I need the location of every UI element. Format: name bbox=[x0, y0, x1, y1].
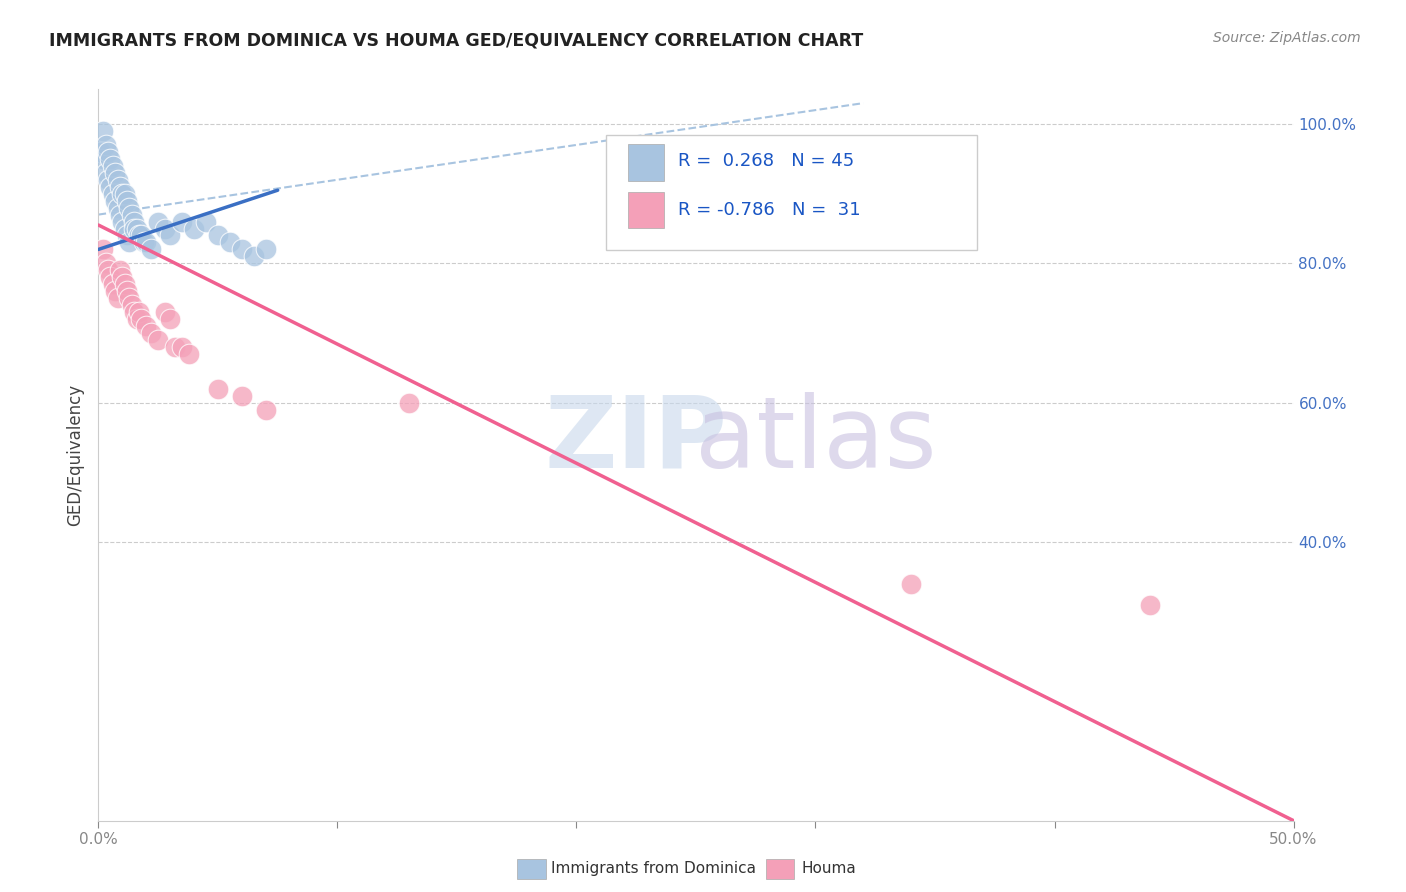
Text: Immigrants from Dominica: Immigrants from Dominica bbox=[551, 862, 756, 876]
Point bbox=[231, 243, 253, 257]
Point bbox=[128, 305, 150, 319]
Text: R =  0.268   N = 45: R = 0.268 N = 45 bbox=[678, 152, 855, 169]
Point bbox=[125, 221, 148, 235]
Point bbox=[135, 235, 157, 250]
Point bbox=[101, 277, 124, 292]
Point bbox=[91, 152, 114, 166]
Point bbox=[131, 312, 153, 326]
Point bbox=[231, 389, 253, 403]
Point bbox=[98, 270, 122, 285]
Point bbox=[115, 228, 138, 243]
Point bbox=[104, 166, 127, 180]
FancyBboxPatch shape bbox=[606, 135, 977, 250]
Point bbox=[115, 194, 138, 208]
Point bbox=[98, 152, 122, 166]
Point bbox=[101, 159, 124, 173]
Text: ZIP: ZIP bbox=[544, 392, 728, 489]
Point bbox=[195, 214, 218, 228]
Point bbox=[90, 145, 112, 159]
Point bbox=[155, 305, 177, 319]
Point bbox=[94, 166, 117, 180]
Point bbox=[124, 305, 146, 319]
Point bbox=[172, 340, 194, 354]
Point bbox=[172, 214, 194, 228]
Point bbox=[108, 208, 131, 222]
Point bbox=[114, 277, 136, 292]
Point bbox=[111, 214, 134, 228]
Point bbox=[114, 221, 136, 235]
Point bbox=[159, 228, 181, 243]
Point bbox=[94, 256, 117, 270]
Point bbox=[207, 382, 229, 396]
Point bbox=[254, 402, 277, 417]
Point bbox=[118, 201, 141, 215]
Point bbox=[98, 179, 122, 194]
Point bbox=[207, 228, 229, 243]
Point bbox=[148, 333, 170, 347]
Point bbox=[128, 228, 150, 243]
Point bbox=[124, 214, 146, 228]
Point bbox=[114, 186, 136, 201]
Bar bbox=[628, 192, 664, 228]
Point bbox=[121, 298, 143, 312]
Point bbox=[121, 208, 143, 222]
Point bbox=[108, 263, 131, 277]
Point bbox=[1139, 598, 1161, 612]
Point bbox=[900, 576, 922, 591]
Point bbox=[91, 243, 114, 257]
Point bbox=[125, 312, 148, 326]
Point bbox=[97, 145, 120, 159]
Bar bbox=[628, 144, 664, 180]
Point bbox=[107, 291, 129, 305]
Point bbox=[115, 284, 138, 298]
Point bbox=[104, 284, 127, 298]
Point bbox=[132, 235, 155, 250]
Point bbox=[243, 249, 266, 263]
Point bbox=[107, 173, 129, 187]
Point bbox=[183, 221, 205, 235]
Point bbox=[97, 173, 120, 187]
Point bbox=[111, 270, 134, 285]
Point bbox=[124, 221, 146, 235]
Point bbox=[155, 221, 177, 235]
Point bbox=[108, 179, 131, 194]
Point bbox=[139, 243, 162, 257]
Point bbox=[179, 347, 201, 361]
Point bbox=[163, 340, 186, 354]
Point bbox=[148, 214, 170, 228]
Point bbox=[94, 137, 117, 152]
Point bbox=[159, 312, 181, 326]
Point bbox=[97, 263, 120, 277]
Point bbox=[398, 395, 420, 409]
Point bbox=[139, 326, 162, 340]
Point bbox=[131, 228, 153, 243]
Y-axis label: GED/Equivalency: GED/Equivalency bbox=[66, 384, 84, 526]
Point bbox=[91, 124, 114, 138]
Point bbox=[101, 186, 124, 201]
Point bbox=[104, 194, 127, 208]
Point bbox=[118, 291, 141, 305]
Point bbox=[118, 235, 141, 250]
Point bbox=[254, 243, 277, 257]
Point bbox=[111, 186, 134, 201]
Text: Source: ZipAtlas.com: Source: ZipAtlas.com bbox=[1213, 31, 1361, 45]
Text: Houma: Houma bbox=[801, 862, 856, 876]
Point bbox=[219, 235, 242, 250]
Text: atlas: atlas bbox=[695, 392, 936, 489]
Text: R = -0.786   N =  31: R = -0.786 N = 31 bbox=[678, 201, 860, 219]
Point bbox=[135, 319, 157, 334]
Point bbox=[107, 201, 129, 215]
Text: IMMIGRANTS FROM DOMINICA VS HOUMA GED/EQUIVALENCY CORRELATION CHART: IMMIGRANTS FROM DOMINICA VS HOUMA GED/EQ… bbox=[49, 31, 863, 49]
